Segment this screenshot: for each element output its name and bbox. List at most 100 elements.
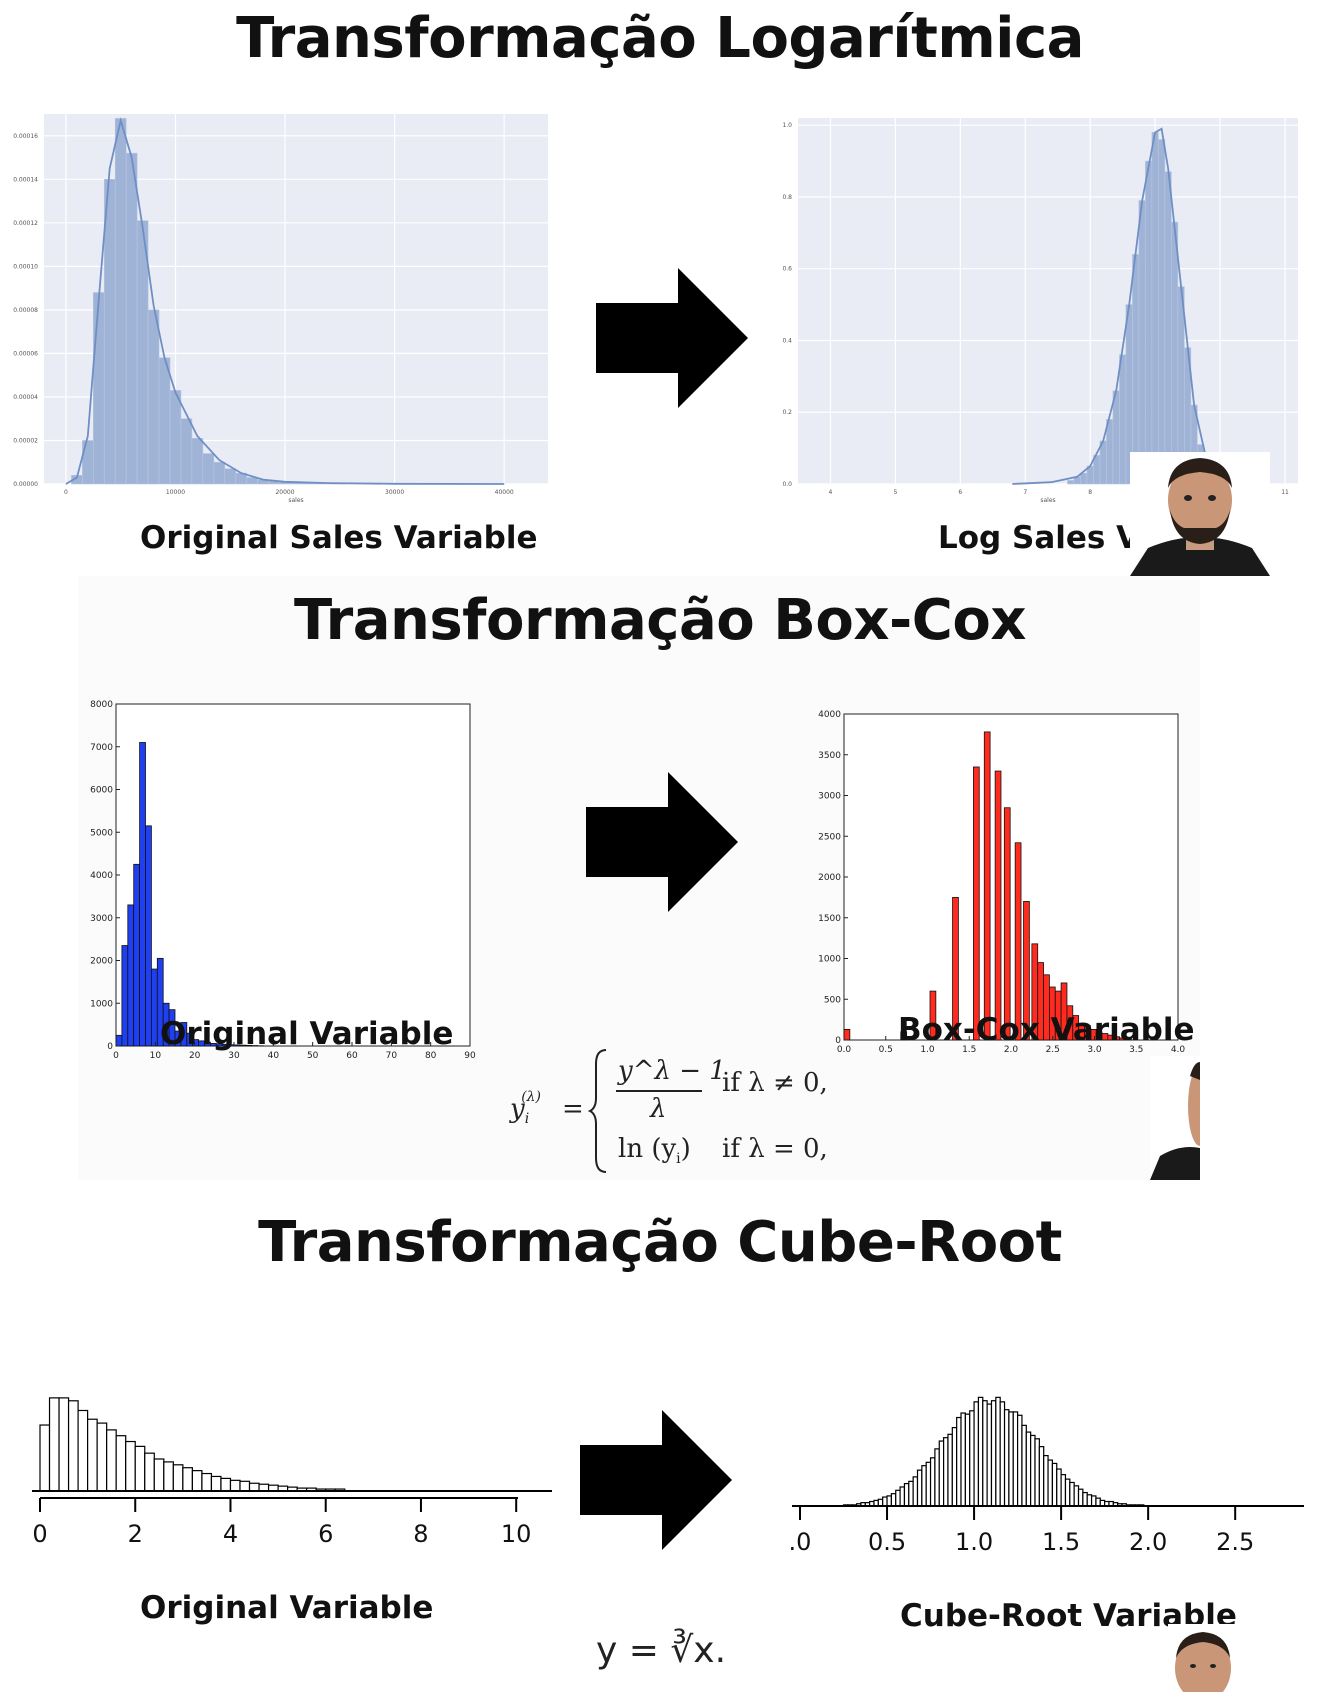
x-tick-label: 4.0 [1171,1045,1186,1055]
x-tick-label: 1.0 [920,1045,935,1055]
x-tick-label: 6 [318,1520,333,1548]
x-tick-label: 6 [958,489,962,496]
hist-bar [156,957,164,1047]
hist-bar [163,1461,174,1492]
x-tick-label: 30 [228,1051,240,1061]
y-tick-label: 3500 [818,751,841,761]
hist-bar [1073,1485,1080,1507]
hist-bar [964,1413,971,1507]
hist-bar [899,1486,906,1507]
hist-bar [986,1403,993,1507]
hist-bar [977,1396,984,1507]
hist-bar [67,1400,79,1492]
hist-bar [1145,160,1153,485]
hist-bar [1095,1497,1101,1507]
hist-bar [938,1440,945,1507]
chart-cube-root: 0 2 4 6 8 10 .0 0.5 1.0 1.5 2.0 2.5 [32,1396,1304,1556]
y-tick-label: 0.4 [782,337,792,344]
hist-bar [1138,200,1146,485]
x-axis-label: sales [1040,497,1055,504]
x-tick-label: 0.5 [868,1528,906,1556]
hist-bar [995,1396,1001,1507]
cube-root-formula: y = ∛x. [596,1630,727,1671]
presenter-avatar [1150,1056,1200,1180]
x-tick-label: 8 [413,1520,428,1548]
x-tick-label: 2 [128,1520,143,1548]
arrow-right-icon [580,1410,732,1550]
hist-bar [134,1445,146,1492]
hist-bar [969,1410,975,1507]
hist-bar [1069,1481,1075,1507]
formula-case1-numerator: y^λ − 1 [618,1056,726,1086]
y-tick-label: 4000 [90,871,113,881]
hist-bar [48,1397,60,1492]
hist-bar [947,1433,953,1507]
hist-bar [147,309,160,485]
hist-bar [1043,1455,1049,1507]
x-axis-label: sales [288,497,303,504]
y-tick-label: 2500 [818,832,841,842]
x-tick-label: 30000 [385,489,404,496]
y-tick-label: 1500 [818,914,841,924]
plot-area [798,118,1298,484]
x-tick-label: 0 [32,1520,47,1548]
x-tick-label: 5 [893,489,897,496]
hist-bar [895,1489,901,1507]
hist-bar [220,1477,232,1492]
y-tick-label: 0.00014 [13,176,38,183]
hist-bar [125,1440,136,1492]
y-tick-label: 500 [824,995,841,1005]
hist-bar [1158,139,1166,485]
hist-bar [144,1452,155,1492]
hist-bar [114,118,127,485]
hist-bar [248,1482,260,1492]
hist-bar [115,1034,123,1047]
hist-bar [983,731,991,1041]
presenter-avatar [1168,1624,1238,1692]
hist-bar [1132,254,1140,485]
x-tick-label: 10000 [166,489,185,496]
x-tick-label: 0.0 [837,1045,852,1055]
x-tick-label: 3.5 [1129,1045,1143,1055]
arrow-right-icon [596,268,748,408]
hist-bar [77,1409,89,1492]
hist-bar [960,1412,966,1507]
hist-bar [929,990,937,1041]
hist-bar [115,1435,127,1492]
hist-bar [1008,1411,1014,1507]
y-tick-label: 3000 [818,792,841,802]
hist-bar [158,357,171,485]
hist-bar [1086,1494,1093,1507]
hist-bar [900,1031,908,1041]
y-tick-label: 1000 [818,955,841,965]
presenter-avatar [1130,452,1270,576]
x-tick-label: 0 [113,1051,119,1061]
plot-boxcox-orig: 0 10 20 30 40 50 60 70 80 90 0 1000 2000 3000 4000 5000… [90,700,476,1061]
y-tick-label: 0 [835,1036,841,1046]
hist-bar [929,1457,936,1507]
hist-bar [224,468,237,485]
hist-bar [1080,472,1088,485]
hist-bar [903,1483,910,1507]
y-tick-label: 0.00000 [13,481,38,488]
hist-bar [921,1465,927,1507]
y-tick-label: 6000 [90,786,113,796]
hist-bar [39,1424,51,1492]
formula-case2-condition: if λ = 0, [722,1134,828,1164]
x-tick-label: 70 [386,1051,398,1061]
x-tick-label: 3.0 [1087,1045,1102,1055]
hist-bar [999,1401,1006,1507]
y-tick-label: 0 [107,1042,113,1052]
formula-lhs: yi(λ) [510,1089,541,1128]
hist-bar [982,1400,988,1507]
hist-bar [239,1480,251,1492]
y-tick-label: 0.00002 [13,437,38,444]
x-tick-label: 2.0 [1129,1528,1167,1556]
x-tick-label: 8 [1088,489,1092,496]
caption-original-variable: Original Variable [160,1016,454,1052]
hist-bar [202,453,215,485]
hist-bar [106,1429,117,1492]
y-tick-label: 2000 [818,873,841,883]
x-tick-label: 50 [307,1051,319,1061]
hist-bar [1164,171,1172,485]
